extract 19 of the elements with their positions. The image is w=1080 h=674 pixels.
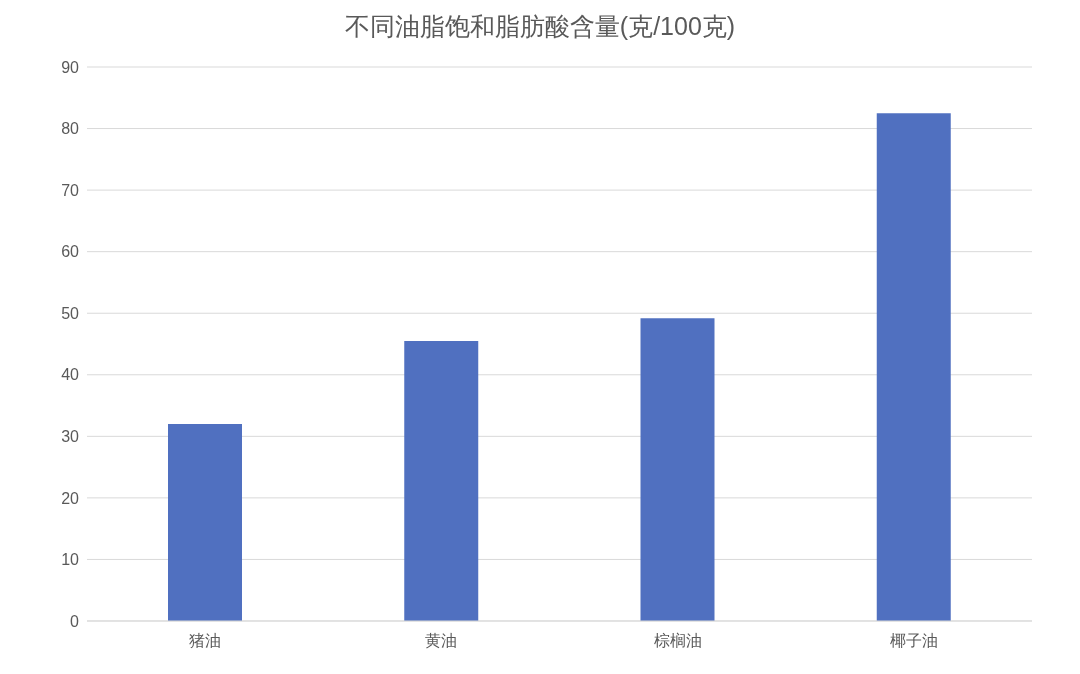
y-tick-label: 60 bbox=[61, 243, 80, 261]
chart-title: 不同油脂饱和脂肪酸含量(克/100克) bbox=[343, 11, 737, 42]
y-tick-label: 10 bbox=[61, 551, 80, 569]
y-tick-label: 30 bbox=[61, 428, 80, 446]
y-tick-label: 50 bbox=[61, 304, 80, 322]
y-tick-label: 0 bbox=[70, 612, 80, 630]
x-tick-label: 椰子油 bbox=[889, 632, 938, 650]
x-tick-label: 猪油 bbox=[189, 632, 222, 650]
y-tick-label: 20 bbox=[61, 489, 80, 507]
y-tick-label: 70 bbox=[61, 181, 80, 199]
y-tick-label: 40 bbox=[61, 366, 80, 384]
y-tick-label: 80 bbox=[61, 120, 80, 138]
x-tick-label: 棕榈油 bbox=[653, 632, 702, 650]
y-tick-label: 90 bbox=[61, 58, 80, 76]
bar bbox=[168, 424, 242, 621]
bar bbox=[876, 113, 951, 621]
x-tick-label: 黄油 bbox=[425, 632, 458, 650]
bar bbox=[404, 340, 479, 621]
bar bbox=[640, 318, 715, 621]
